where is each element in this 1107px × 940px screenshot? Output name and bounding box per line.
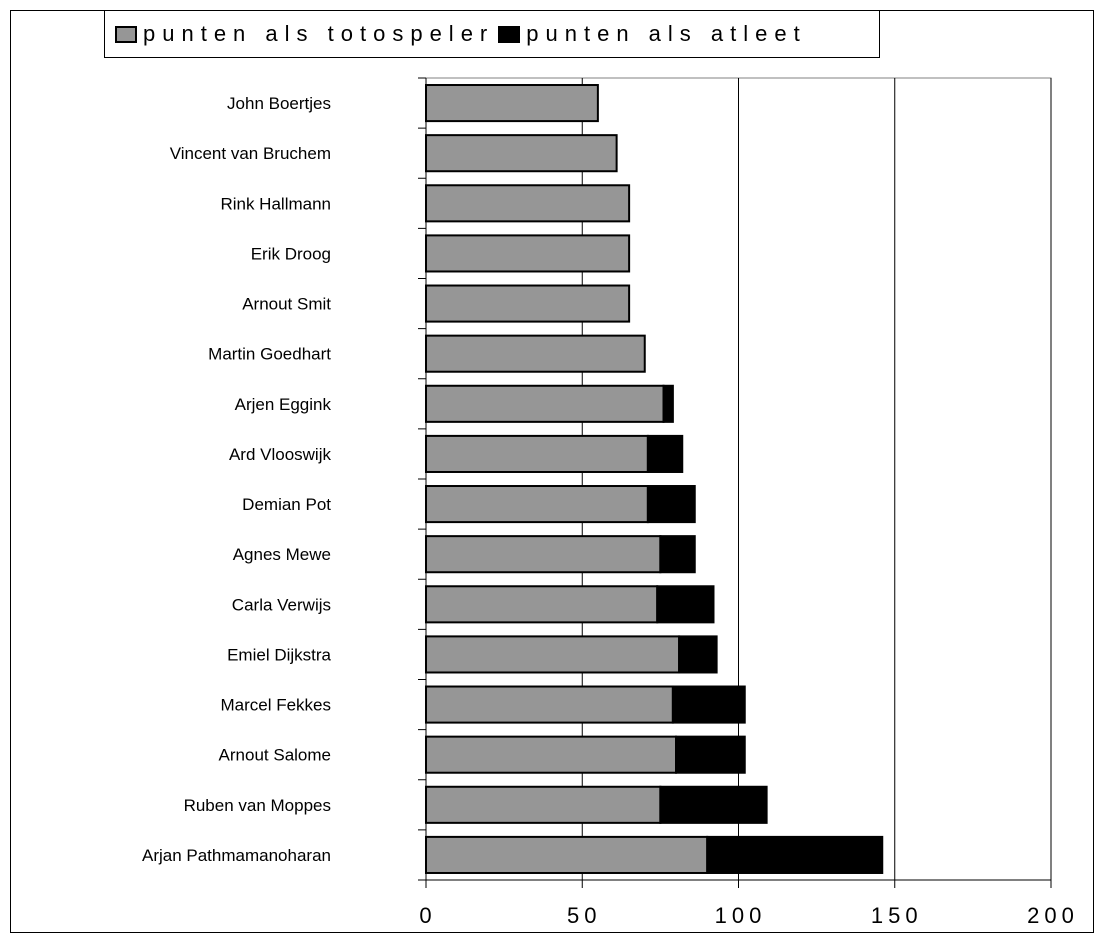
bar-atleet-6	[662, 384, 674, 423]
category-label-13: Arnout Salome	[219, 746, 331, 765]
x-tick-label-200: 200	[1027, 903, 1079, 928]
bar-totospeler-11	[425, 635, 681, 674]
bar-totospeler-6	[425, 384, 665, 423]
category-label-11: Emiel Dijkstra	[227, 645, 331, 664]
bar-totospeler-3	[425, 234, 631, 273]
bar-totospeler-8	[425, 485, 649, 524]
legend-item-atleet: punten als atleet	[498, 21, 806, 47]
category-label-12: Marcel Fekkes	[220, 696, 331, 715]
bar-atleet-14	[659, 785, 768, 824]
category-label-3: Erik Droog	[251, 244, 331, 263]
bar-totospeler-0	[425, 84, 599, 123]
bar-atleet-9	[659, 535, 696, 574]
bar-totospeler-15	[425, 835, 709, 874]
bar-totospeler-13	[425, 735, 677, 774]
category-label-14: Ruben van Moppes	[184, 796, 331, 815]
x-tick-label-0: 0	[419, 903, 436, 928]
legend-label-atleet: punten als atleet	[526, 21, 807, 46]
legend-swatch-totospeler	[115, 25, 137, 43]
chart-legend: punten als totospeler punten als atleet	[104, 10, 880, 58]
x-tick-label-150: 150	[871, 903, 923, 928]
bar-totospeler-12	[425, 685, 674, 724]
bar-totospeler-4	[425, 284, 631, 323]
legend-label-totospeler: punten als totospeler	[143, 21, 495, 46]
category-label-0: John Boertjes	[227, 94, 331, 113]
bar-atleet-11	[678, 635, 718, 674]
bar-totospeler-9	[425, 535, 662, 574]
bar-atleet-10	[656, 585, 715, 624]
category-label-8: Demian Pot	[242, 495, 331, 514]
bar-atleet-8	[646, 485, 696, 524]
bar-totospeler-1	[425, 134, 618, 173]
bar-totospeler-5	[425, 334, 646, 373]
bar-atleet-15	[706, 835, 884, 874]
category-label-4: Arnout Smit	[242, 295, 331, 314]
bar-atleet-13	[675, 735, 746, 774]
bar-atleet-7	[646, 434, 684, 473]
category-label-6: Arjen Eggink	[235, 395, 332, 414]
x-tick-label-50: 50	[567, 903, 601, 928]
bar-atleet-12	[671, 685, 746, 724]
category-label-7: Ard Vlooswijk	[229, 445, 332, 464]
bar-totospeler-14	[425, 785, 662, 824]
category-label-15: Arjan Pathmamanoharan	[142, 846, 331, 865]
category-label-10: Carla Verwijs	[232, 595, 331, 614]
bar-totospeler-10	[425, 585, 659, 624]
legend-item-totospeler: punten als totospeler	[115, 21, 494, 47]
category-label-5: Martin Goedhart	[208, 345, 331, 364]
category-label-9: Agnes Mewe	[233, 545, 331, 564]
x-tick-label-100: 100	[715, 903, 767, 928]
bar-totospeler-2	[425, 184, 631, 223]
category-label-1: Vincent van Bruchem	[170, 144, 331, 163]
legend-swatch-atleet	[498, 25, 521, 43]
category-label-2: Rink Hallmann	[220, 194, 331, 213]
bar-totospeler-7	[425, 434, 649, 473]
